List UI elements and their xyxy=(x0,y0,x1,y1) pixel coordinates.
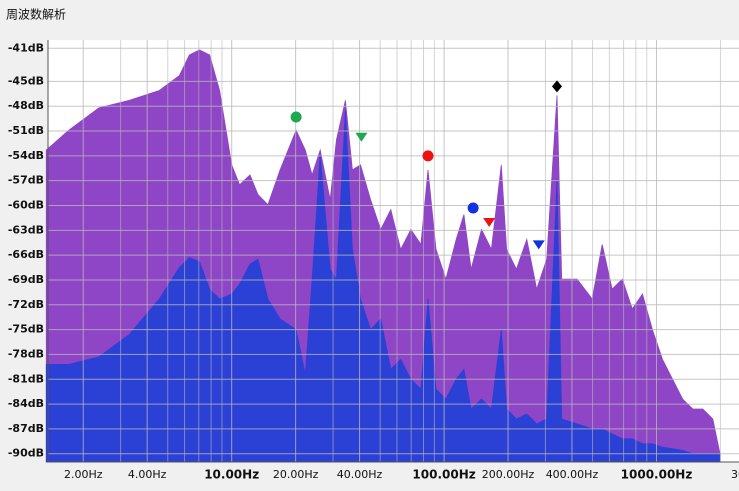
x-tick-label: 4.00Hz xyxy=(128,468,167,481)
y-tick-label: -66dB xyxy=(8,248,44,261)
y-tick-label: -72dB xyxy=(8,298,44,311)
window-title: 周波数解析 xyxy=(6,7,66,22)
peak-marker xyxy=(551,80,562,93)
y-tick-label: -75dB xyxy=(8,323,44,336)
y-tick-label: -41dB xyxy=(8,41,44,54)
y-tick-label: -84dB xyxy=(8,397,44,410)
y-tick-label: -63dB xyxy=(8,223,44,236)
y-tick-label: -78dB xyxy=(8,347,44,360)
x-tick-label: 40.00Hz xyxy=(337,468,383,481)
x-tick-label: 1000.00Hz xyxy=(621,468,693,482)
x-tick-label: 30 xyxy=(731,468,739,481)
y-tick-label: -90dB xyxy=(8,447,44,460)
x-tick-label: 200.00Hz xyxy=(482,468,535,481)
peak-marker xyxy=(467,202,479,214)
y-tick-label: -69dB xyxy=(8,273,44,286)
peak-marker xyxy=(355,132,368,142)
y-tick-label: -60dB xyxy=(8,198,44,211)
x-tick-label: 100.00Hz xyxy=(412,468,475,482)
y-tick-label: -81dB xyxy=(8,372,44,385)
peak-marker xyxy=(422,150,434,162)
y-tick-label: -45dB xyxy=(8,74,44,87)
x-tick-label: 20.00Hz xyxy=(273,468,319,481)
y-tick-label: -51dB xyxy=(8,124,44,137)
peak-marker xyxy=(532,240,545,250)
peak-marker xyxy=(290,111,302,123)
y-tick-label: -48dB xyxy=(8,99,44,112)
peak-marker xyxy=(483,218,496,228)
y-tick-label: -87dB xyxy=(8,422,44,435)
x-tick-label: 10.00Hz xyxy=(204,468,259,482)
y-tick-label: -57dB xyxy=(8,174,44,187)
y-tick-label: -54dB xyxy=(8,149,44,162)
x-tick-label: 400.00Hz xyxy=(546,468,599,481)
x-tick-label: 2.00Hz xyxy=(64,468,103,481)
